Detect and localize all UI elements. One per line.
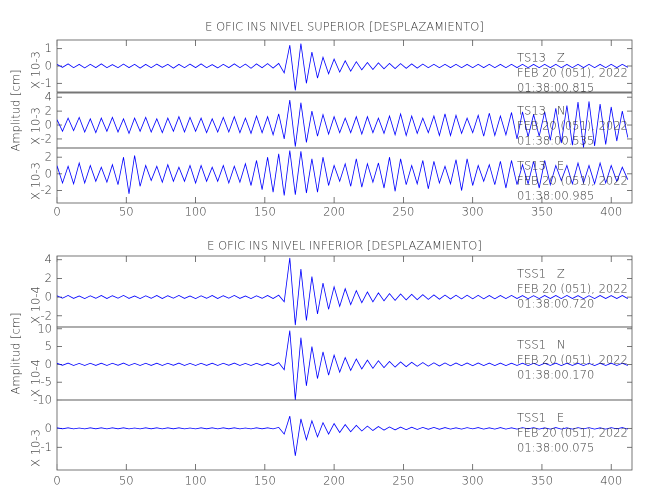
trace-label: FEB 20 (051), 2022: [517, 119, 628, 133]
trace: [57, 99, 629, 148]
trace-label: TS13 Z: [517, 51, 565, 65]
trace-label: 01:38:00.720: [517, 297, 594, 311]
panel-frame: [56, 147, 633, 204]
trace-label: 01:38:00.170: [517, 368, 594, 382]
scale-label: X 10-3: [29, 107, 43, 145]
y-tick-label: -10: [33, 393, 52, 407]
x-tick-label: 0: [53, 205, 60, 219]
trace: [57, 257, 628, 326]
x-tick-label: 100: [185, 205, 207, 219]
y-tick-label: -5: [41, 375, 52, 389]
x-tick-label: 300: [462, 205, 484, 219]
x-tick-label: 50: [119, 474, 134, 488]
scale-label: X 10-3: [29, 162, 43, 200]
y-tick-label: -2: [41, 131, 52, 145]
y-tick-label: -2: [41, 308, 52, 322]
trace-label: TS13 N: [517, 104, 566, 118]
trace-label: 01:38:00.535: [517, 134, 594, 148]
scale-label: X 10-4: [29, 286, 43, 324]
x-tick-label: 100: [185, 474, 207, 488]
trace: [57, 330, 628, 400]
x-tick-label: 200: [323, 205, 345, 219]
x-tick-label: 250: [392, 474, 414, 488]
x-tick-label: 350: [531, 474, 553, 488]
y-tick-label: -1: [41, 76, 52, 90]
y-tick-label: 0: [45, 357, 52, 371]
trace-label: TSS1 Z: [517, 267, 565, 281]
y-tick-label: 0: [45, 166, 52, 180]
y-tick-label: 0: [45, 118, 52, 132]
trace-label: TSS1 E: [517, 411, 564, 425]
x-tick-label: 200: [323, 474, 345, 488]
y-tick-label: 10: [37, 321, 52, 335]
trace-label: 01:38:00.815: [517, 81, 594, 95]
y-tick-label: 0: [45, 290, 52, 304]
trace-label: FEB 20 (051), 2022: [517, 174, 628, 188]
y-tick-label: 1: [45, 41, 52, 55]
y-tick-label: -1: [41, 440, 52, 454]
y-tick-label: 5: [45, 339, 52, 353]
trace-label: 01:38:00.985: [517, 189, 594, 203]
trace-label: TS13 E: [517, 159, 564, 173]
y-tick-label: 0: [45, 59, 52, 73]
panel-frame: [56, 399, 633, 471]
x-tick-label: 300: [462, 474, 484, 488]
trace-label: 01:38:00.075: [517, 441, 594, 455]
x-tick-label: 350: [531, 205, 553, 219]
y-tick-label: -2: [41, 183, 52, 197]
chart-title: E OFIC INS NIVEL INFERIOR [DESPLAZAMIENT…: [207, 239, 482, 253]
trace-label: FEB 20 (051), 2022: [517, 66, 628, 80]
x-tick-label: 150: [254, 474, 276, 488]
x-tick-label: 150: [254, 205, 276, 219]
y-tick-label: 2: [45, 150, 52, 164]
x-tick-label: 400: [600, 474, 622, 488]
scale-label: X 10-4: [29, 359, 43, 397]
y-tick-label: 2: [45, 104, 52, 118]
y-tick-label: 2: [45, 271, 52, 285]
scale-label: X 10-3: [29, 51, 43, 89]
x-tick-label: 50: [119, 205, 134, 219]
x-tick-label: 0: [53, 474, 60, 488]
chart-title: E OFIC INS NIVEL SUPERIOR [DESPLAZAMIENT…: [205, 20, 484, 34]
trace-label: FEB 20 (051), 2022: [517, 353, 628, 367]
trace: [57, 150, 629, 196]
trace-label: FEB 20 (051), 2022: [517, 426, 628, 440]
y-axis-label: Amplitud [cm]: [9, 69, 23, 151]
y-tick-label: 0: [45, 421, 52, 435]
trace-label: TSS1 N: [517, 338, 566, 352]
y-tick-label: 4: [45, 90, 52, 104]
y-tick-label: 4: [45, 252, 52, 266]
trace: [57, 43, 628, 91]
trace-label: FEB 20 (051), 2022: [517, 282, 628, 296]
x-tick-label: 250: [392, 205, 414, 219]
trace: [57, 415, 628, 456]
x-tick-label: 400: [600, 205, 622, 219]
y-axis-label: Amplitud [cm]: [9, 312, 23, 394]
scale-label: X 10-3: [29, 429, 43, 467]
